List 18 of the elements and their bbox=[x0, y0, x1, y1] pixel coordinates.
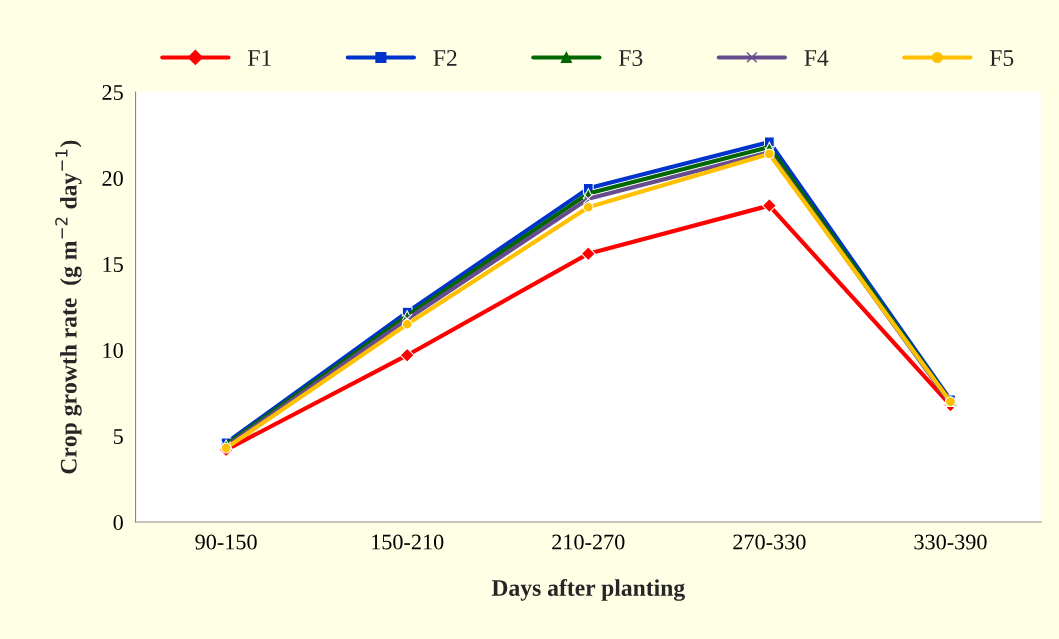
y-tick-label: 20 bbox=[102, 170, 123, 186]
y-tick-label: 15 bbox=[103, 257, 123, 272]
x-tick-label: 330-390 bbox=[914, 534, 987, 550]
legend-label: F1 bbox=[248, 50, 271, 66]
legend-label: F4 bbox=[804, 50, 829, 66]
y-tick-label: 10 bbox=[103, 342, 123, 358]
y-tick-label: 5 bbox=[113, 429, 123, 444]
legend-label: F3 bbox=[618, 50, 643, 66]
x-tick-label: 150-210 bbox=[372, 534, 444, 550]
legend-label: F2 bbox=[433, 50, 457, 66]
y-tick-label: 0 bbox=[113, 515, 123, 530]
legend-label: F5 bbox=[989, 50, 1014, 66]
x-tick-label: 210-270 bbox=[552, 534, 625, 550]
y-tick-label: 25 bbox=[102, 85, 123, 100]
x-tick-label: 270-330 bbox=[733, 534, 806, 550]
x-tick-label: 90-150 bbox=[195, 534, 257, 550]
x-axis-title: Days after planting bbox=[491, 579, 685, 601]
y-axis-title: Crop growth rate (g m$^{−2}$ day$^{−1}$) bbox=[55, 140, 82, 474]
